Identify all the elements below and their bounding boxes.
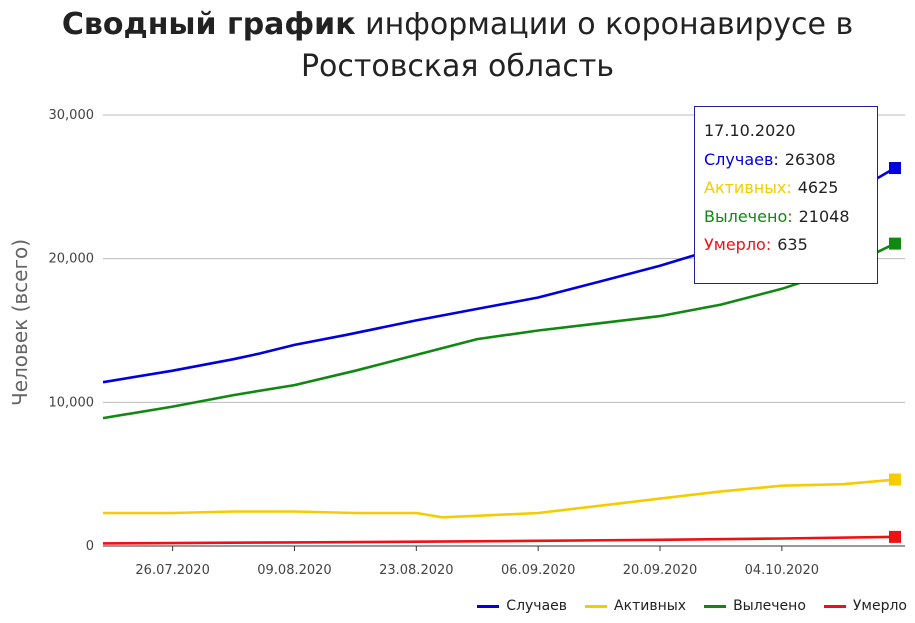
chart-title-line2: Ростовская область bbox=[300, 49, 615, 84]
legend-label: Умерло bbox=[852, 598, 907, 614]
tooltip: 17.10.2020 Случаев: 26308 Активных: 4625 Выл… bbox=[694, 106, 878, 284]
tooltip-row-label: Умерло: bbox=[704, 235, 772, 254]
tooltip-row: Умерло: 635 bbox=[704, 231, 877, 260]
legend: Случаев Активных Вылечено Умерло bbox=[477, 598, 907, 614]
legend-label: Случаев bbox=[506, 598, 568, 614]
tooltip-row-value: 21048 bbox=[798, 206, 850, 226]
tooltip-row-value: 635 bbox=[777, 235, 808, 254]
y-axis-label: Человек (всего) bbox=[8, 239, 32, 406]
y-tick-label: 20,000 bbox=[49, 252, 95, 267]
x-tick-label: 26.07.2020 bbox=[135, 563, 209, 578]
y-tick-label: 10,000 bbox=[49, 395, 95, 410]
tooltip-row: Активных: 4625 bbox=[704, 174, 877, 203]
chart-title-rest: информации о коронавирусе в bbox=[355, 7, 854, 42]
tooltip-row-value: 4625 bbox=[797, 178, 839, 197]
x-tick-label: 09.08.2020 bbox=[257, 563, 331, 578]
chart-title: Сводный график информации о коронавирусе… bbox=[0, 4, 915, 88]
legend-item[interactable]: Случаев bbox=[477, 598, 567, 614]
legend-item[interactable]: Вылечено bbox=[704, 598, 806, 614]
tooltip-row-label: Случаев: bbox=[704, 149, 779, 169]
y-tick-label: 0 bbox=[86, 539, 94, 554]
x-tick-label: 23.08.2020 bbox=[379, 563, 453, 578]
legend-swatch bbox=[823, 604, 846, 608]
series-end-marker bbox=[889, 530, 901, 543]
series-end-marker bbox=[889, 237, 901, 250]
legend-label: Вылечено bbox=[733, 598, 806, 614]
legend-item[interactable]: Активных bbox=[585, 598, 686, 614]
tooltip-row-label: Вылечено: bbox=[704, 206, 793, 226]
tooltip-row-label: Активных: bbox=[704, 178, 792, 197]
series-line bbox=[102, 242, 896, 420]
x-tick-label: 04.10.2020 bbox=[745, 563, 819, 578]
chart-title-bold: Сводный график bbox=[61, 7, 356, 42]
tooltip-row: Случаев: 26308 bbox=[704, 146, 877, 175]
legend-swatch bbox=[477, 604, 500, 608]
series-end-marker bbox=[889, 162, 901, 175]
legend-swatch bbox=[585, 604, 608, 608]
series-line bbox=[102, 535, 896, 545]
legend-item[interactable]: Умерло bbox=[823, 598, 907, 614]
legend-label: Активных bbox=[614, 598, 687, 614]
x-tick-label: 06.09.2020 bbox=[501, 563, 575, 578]
tooltip-date: 17.10.2020 bbox=[704, 121, 796, 140]
x-tick-label: 20.09.2020 bbox=[623, 563, 697, 578]
series-line bbox=[103, 478, 896, 519]
series-end-marker bbox=[889, 473, 901, 486]
legend-swatch bbox=[704, 604, 727, 608]
tooltip-row: Вылечено: 21048 bbox=[704, 203, 877, 232]
tooltip-row-value: 26308 bbox=[784, 149, 836, 169]
y-tick-label: 30,000 bbox=[49, 108, 95, 123]
